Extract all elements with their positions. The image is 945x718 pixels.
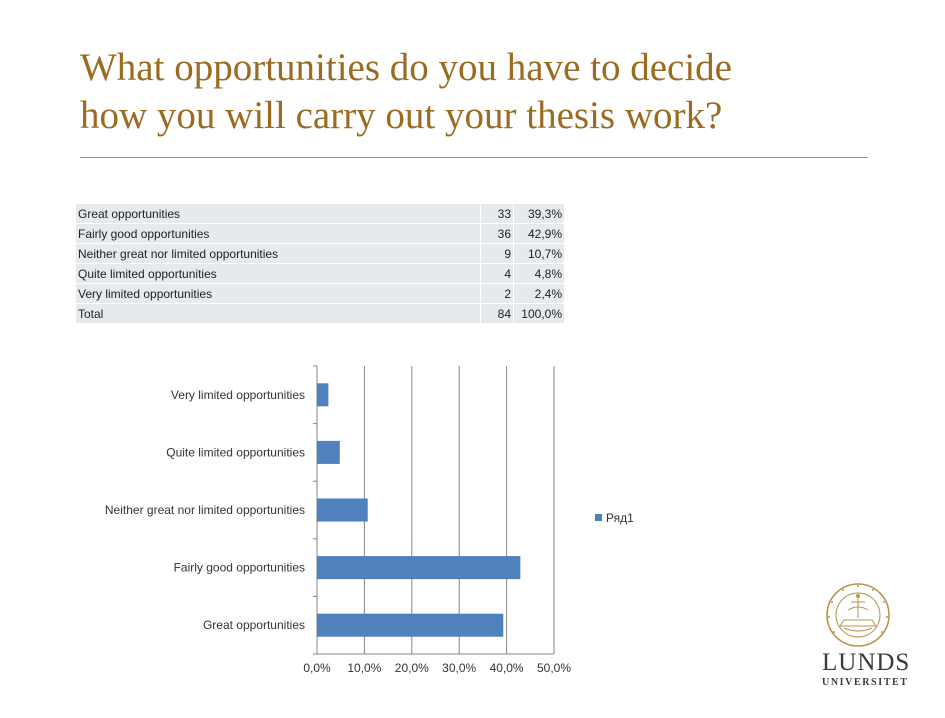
bar [317, 556, 521, 580]
category-label: Great opportunities [203, 618, 305, 632]
wordmark-universitet: UNIVERSITET [822, 677, 909, 688]
x-tick-label: 40,0% [490, 661, 524, 675]
row-label: Quite limited opportunities [76, 263, 481, 284]
row-label: Fairly good opportunities [76, 223, 481, 244]
title-line-1: What opportunities do you have to decide [80, 46, 732, 89]
x-tick-label: 0,0% [303, 661, 331, 675]
bar [317, 383, 329, 407]
table-row: Quite limited opportunities 4 4,8% [76, 263, 564, 284]
row-percent: 4,8% [513, 263, 564, 284]
bar [317, 613, 504, 637]
row-percent: 100,0% [513, 303, 564, 324]
row-percent: 42,9% [513, 223, 564, 244]
table-row-total: Total 84 100,0% [76, 303, 564, 324]
x-tick-label: 10,0% [347, 661, 381, 675]
lund-university-seal-icon [826, 583, 890, 647]
row-percent: 39,3% [513, 204, 564, 224]
row-percent: 2,4% [513, 283, 564, 304]
row-label: Neither great nor limited opportunities [76, 243, 481, 264]
category-label: Neither great nor limited opportunities [105, 503, 305, 517]
row-count: 4 [480, 263, 514, 284]
lund-university-wordmark: LUNDS UNIVERSITET [822, 649, 911, 689]
row-percent: 10,7% [513, 243, 564, 264]
row-label: Total [76, 303, 481, 324]
table-row: Very limited opportunities 2 2,4% [76, 283, 564, 304]
bar [317, 498, 368, 522]
category-label: Very limited opportunities [171, 388, 305, 402]
row-label: Very limited opportunities [76, 283, 481, 304]
x-tick-label: 30,0% [442, 661, 476, 675]
row-count: 84 [480, 303, 514, 324]
legend-swatch [595, 514, 602, 521]
wordmark-lunds: LUNDS [822, 649, 911, 676]
summary-table: Great opportunities 33 39,3% Fairly good… [76, 204, 564, 324]
bar [317, 440, 340, 464]
title-line-2: how you will carry out your thesis work? [80, 94, 723, 137]
legend-label: Ряд1 [606, 511, 634, 525]
x-tick-label: 50,0% [537, 661, 571, 675]
table-row: Fairly good opportunities 36 42,9% [76, 223, 564, 244]
category-label: Fairly good opportunities [174, 561, 305, 575]
row-count: 33 [480, 204, 514, 224]
table-row: Neither great nor limited opportunities … [76, 243, 564, 264]
title-divider [80, 157, 868, 158]
row-count: 36 [480, 223, 514, 244]
row-count: 9 [480, 243, 514, 264]
table-row: Great opportunities 33 39,3% [76, 204, 564, 224]
slide-title: What opportunities do you have to decide… [80, 44, 880, 140]
row-count: 2 [480, 283, 514, 304]
row-label: Great opportunities [76, 204, 481, 224]
category-label: Quite limited opportunities [166, 445, 305, 459]
x-tick-label: 20,0% [395, 661, 429, 675]
